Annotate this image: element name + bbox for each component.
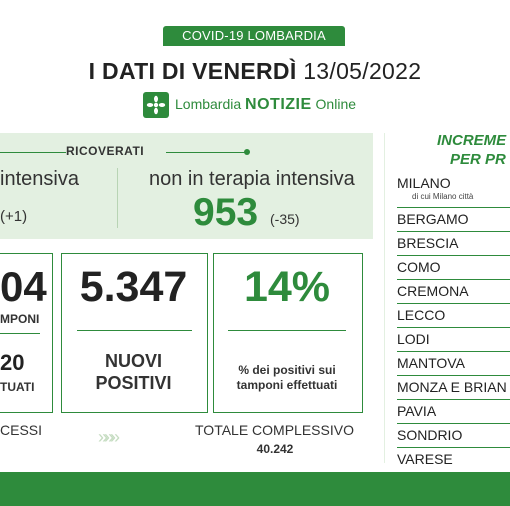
logo-brand: Lombardia — [175, 96, 242, 112]
nuovi-positivi-box — [61, 253, 208, 413]
milano-city-sub: di cui Milano città — [412, 192, 474, 201]
ricoverati-separator — [117, 168, 118, 228]
tamponi-label: MPONI — [0, 312, 40, 326]
list-item: VARESE — [397, 451, 453, 467]
list-item: SONDRIO — [397, 424, 510, 448]
percentuale-value: 14% — [243, 263, 331, 311]
list-item: LODI — [397, 328, 510, 352]
list-item: LECCO — [397, 304, 510, 328]
non-terapia-intensiva-label: non in terapia intensiva — [149, 168, 355, 190]
nuovi-positivi-label: NUOVI POSITIVI — [61, 350, 206, 394]
province-heading-line2: PER PR — [450, 151, 506, 168]
ricoverati-panel — [0, 133, 373, 239]
tamponi-value: 04 — [0, 263, 47, 310]
non-terapia-intensiva-delta: (-35) — [270, 211, 300, 227]
list-item: BERGAMO — [397, 208, 510, 232]
bottom-bar — [0, 472, 510, 506]
title-prefix: I DATI DI VENERDÌ — [88, 58, 297, 84]
ricoverati-label: RICOVERATI — [66, 144, 145, 158]
list-item: MANTOVA — [397, 352, 510, 376]
nuovi-label-line1: NUOVI — [104, 351, 162, 371]
terapia-intensiva-delta: (+1) — [0, 208, 28, 225]
list-item: COMO — [397, 256, 510, 280]
page-title: I DATI DI VENERDÌ 13/05/2022 — [0, 58, 510, 85]
terapia-intensiva-label: intensiva — [0, 168, 79, 190]
ricoverati-line-right — [166, 152, 246, 153]
nuovi-positivi-value: 5.347 — [79, 263, 188, 311]
list-item: MONZA E BRIAN — [397, 376, 510, 400]
lombardia-notizie-logo: Lombardia NOTIZIE Online — [143, 92, 356, 118]
effettuati-label: TUATI — [0, 380, 35, 394]
totale-value: 40.242 — [256, 442, 294, 456]
province-list: MILANO di cui Milano città BERGAMO BRESC… — [397, 174, 510, 471]
perc-label-line2: tamponi effettuati — [236, 378, 338, 392]
percentuale-box — [213, 253, 363, 413]
tamponi-divider — [0, 333, 40, 334]
ricoverati-dot — [244, 149, 250, 155]
nuovi-positivi-divider — [77, 330, 192, 331]
percentuale-label: % dei positivi sui tamponi effettuati — [213, 363, 361, 393]
sidebar-separator — [384, 133, 385, 463]
nuovi-label-line2: POSITIVI — [95, 373, 172, 393]
province-name: MILANO — [397, 175, 451, 191]
covid-tag: COVID-19 LOMBARDIA — [163, 26, 345, 46]
effettuati-value: 20 — [0, 350, 25, 375]
top-bar — [0, 0, 510, 14]
logo-online: Online — [315, 96, 357, 112]
list-item: BRESCIA — [397, 232, 510, 256]
ricoverati-line-left — [0, 152, 66, 153]
logo-notizie: NOTIZIE — [245, 96, 312, 113]
decessi-label: CESSI — [0, 422, 43, 438]
list-item: PAVIA — [397, 400, 510, 424]
logo-text: Lombardia NOTIZIE Online — [175, 96, 356, 114]
title-date: 13/05/2022 — [303, 58, 422, 84]
non-terapia-intensiva-value: 953 — [193, 191, 259, 234]
list-item: MILANO di cui Milano città — [397, 174, 510, 208]
perc-label-line1: % dei positivi sui — [238, 363, 336, 377]
province-heading-line1: INCREME — [437, 132, 507, 149]
list-item: CREMONA — [397, 280, 510, 304]
percentuale-divider — [228, 330, 346, 331]
chevrons-icon: »»» — [98, 427, 120, 447]
totale-label: TOTALE COMPLESSIVO — [195, 422, 354, 438]
lombardia-rose-icon — [143, 92, 169, 118]
province-heading: INCREME PER PR — [437, 131, 506, 169]
